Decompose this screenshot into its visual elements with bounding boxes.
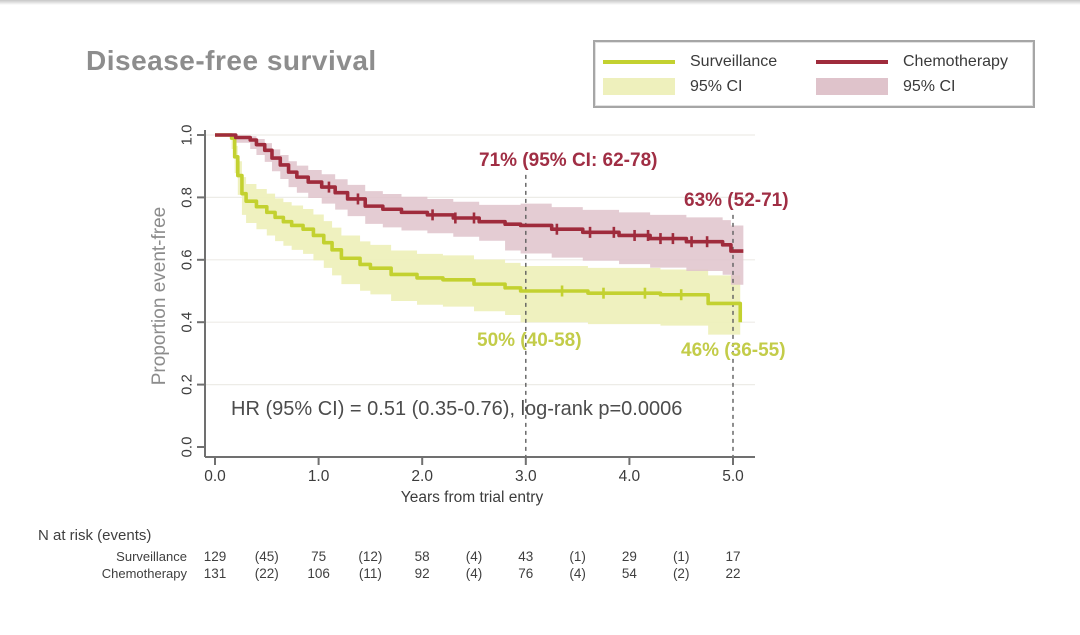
y-tick-label: 0.4 xyxy=(179,312,196,333)
legend-item-chemotherapy-ci: 95% CI xyxy=(816,74,1029,99)
chemotherapy-ci-swatch xyxy=(816,78,888,95)
legend-label: 95% CI xyxy=(690,77,743,95)
legend-item-surveillance: Surveillance xyxy=(603,49,816,74)
legend-item-chemotherapy: Chemotherapy xyxy=(816,49,1029,74)
chemotherapy-line-swatch xyxy=(816,59,888,64)
risk-table-title: N at risk (events) xyxy=(38,527,152,544)
surveillance-curve xyxy=(215,133,743,323)
risk-events-value: (4) xyxy=(569,566,586,581)
annotation-surv-3yr: 50% (40-58) xyxy=(477,330,582,351)
legend-item-surveillance-ci: 95% CI xyxy=(603,74,816,99)
legend-label: 95% CI xyxy=(903,77,956,95)
y-axis-label: Proportion event-free xyxy=(149,206,170,386)
risk-events-value: (1) xyxy=(569,549,586,564)
surveillance-ci-swatch xyxy=(603,78,675,95)
chemotherapy-ci-band xyxy=(215,135,744,285)
x-tick-label: 1.0 xyxy=(308,468,330,485)
risk-n-value: 54 xyxy=(621,566,637,581)
slide-top-fade xyxy=(0,0,1080,5)
x-axis-label: Years from trial entry xyxy=(400,489,544,506)
risk-n-value: 22 xyxy=(725,566,741,581)
legend: Surveillance 95% CI Chemotherapy 95% CI xyxy=(593,40,1035,108)
x-tick-label: 5.0 xyxy=(722,468,744,485)
surveillance-line-swatch xyxy=(603,59,675,64)
risk-events-value: (11) xyxy=(358,566,382,581)
x-tick-label: 0.0 xyxy=(204,468,226,485)
risk-events-value: (12) xyxy=(358,549,383,564)
y-tick-label: 0.2 xyxy=(179,374,196,395)
annotation-chemo-3yr: 71% (95% CI: 62-78) xyxy=(479,150,658,171)
y-tick-label: 0.6 xyxy=(179,249,196,270)
risk-n-value: 92 xyxy=(414,566,430,581)
risk-n-value: 58 xyxy=(414,549,430,564)
risk-n-value: 129 xyxy=(203,549,227,564)
risk-n-value: 29 xyxy=(621,549,637,564)
risk-n-value: 75 xyxy=(311,549,327,564)
risk-n-value: 76 xyxy=(518,566,534,581)
y-tick-label: 0.8 xyxy=(179,187,196,208)
y-tick-label: 0.0 xyxy=(179,437,196,458)
risk-events-value: (4) xyxy=(465,566,483,581)
surveillance-ci-band xyxy=(215,135,741,354)
annotation-surv-5yr: 46% (36-55) xyxy=(681,340,786,361)
legend-label: Chemotherapy xyxy=(903,52,1008,70)
chart-title: Disease-free survival xyxy=(86,44,377,76)
x-tick-label: 2.0 xyxy=(411,468,433,485)
hr-logrank-annotation: HR (95% CI) = 0.51 (0.35-0.76), log-rank… xyxy=(231,398,683,420)
risk-table-row: Surveillance 129 (45) 75 (12) 58 (4) 43 (1) 29 (1)… xyxy=(0,549,1080,565)
chemotherapy-curve xyxy=(215,133,744,253)
risk-events-value: (2) xyxy=(672,566,690,581)
risk-n-value: 106 xyxy=(307,566,330,581)
risk-row-label: Surveillance xyxy=(116,549,187,564)
risk-row-label: Chemotherapy xyxy=(101,566,187,581)
annotation-chemo-5yr: 63% (52-71) xyxy=(684,190,789,211)
risk-table-row: Chemotherapy 131 (22) 106 (11) 92 (4) 76 (4) 54 (2… xyxy=(0,566,1080,582)
x-tick-label: 3.0 xyxy=(515,468,537,485)
risk-n-value: 43 xyxy=(518,549,534,564)
risk-n-value: 131 xyxy=(203,566,227,581)
risk-events-value: (1) xyxy=(672,549,690,564)
risk-events-value: (4) xyxy=(465,549,483,564)
risk-events-value: (22) xyxy=(254,566,279,581)
risk-events-value: (45) xyxy=(254,549,279,564)
y-tick-label: 1.0 xyxy=(179,125,196,146)
x-tick-label: 4.0 xyxy=(619,468,641,485)
legend-label: Surveillance xyxy=(690,52,778,70)
risk-n-value: 17 xyxy=(725,549,741,564)
